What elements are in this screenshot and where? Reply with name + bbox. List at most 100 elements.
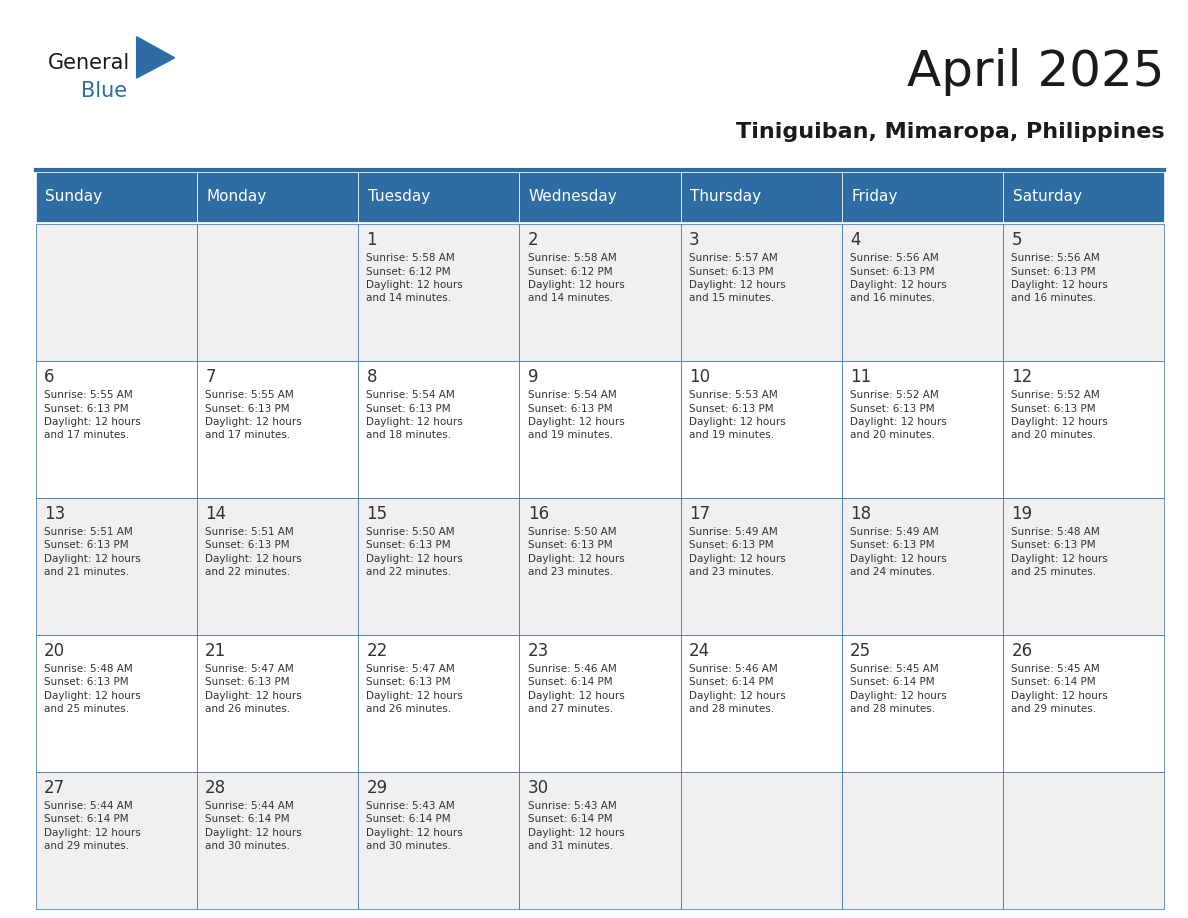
Text: 17: 17: [689, 505, 710, 523]
Bar: [681, 772, 842, 909]
Text: 30: 30: [527, 779, 549, 797]
Text: Blue: Blue: [81, 81, 127, 101]
Bar: [1003, 498, 1164, 635]
Polygon shape: [137, 37, 175, 78]
Bar: [681, 361, 842, 498]
Text: Sunrise: 5:48 AM
Sunset: 6:13 PM
Daylight: 12 hours
and 25 minutes.: Sunrise: 5:48 AM Sunset: 6:13 PM Dayligh…: [1011, 527, 1108, 577]
Bar: [1003, 772, 1164, 909]
Bar: [197, 498, 358, 635]
Bar: [1003, 172, 1164, 222]
Bar: [681, 635, 842, 772]
Bar: [1003, 361, 1164, 498]
Bar: [36, 635, 197, 772]
Text: Sunrise: 5:49 AM
Sunset: 6:13 PM
Daylight: 12 hours
and 24 minutes.: Sunrise: 5:49 AM Sunset: 6:13 PM Dayligh…: [851, 527, 947, 577]
Text: 23: 23: [527, 643, 549, 660]
Bar: [1003, 224, 1164, 361]
Bar: [197, 224, 358, 361]
Text: Sunrise: 5:47 AM
Sunset: 6:13 PM
Daylight: 12 hours
and 26 minutes.: Sunrise: 5:47 AM Sunset: 6:13 PM Dayligh…: [366, 665, 463, 714]
Text: Sunrise: 5:50 AM
Sunset: 6:13 PM
Daylight: 12 hours
and 23 minutes.: Sunrise: 5:50 AM Sunset: 6:13 PM Dayligh…: [527, 527, 625, 577]
Text: Friday: Friday: [852, 189, 898, 205]
Bar: [36, 772, 197, 909]
Text: 18: 18: [851, 505, 871, 523]
Text: Saturday: Saturday: [1012, 189, 1081, 205]
Text: Sunrise: 5:43 AM
Sunset: 6:14 PM
Daylight: 12 hours
and 31 minutes.: Sunrise: 5:43 AM Sunset: 6:14 PM Dayligh…: [527, 801, 625, 851]
Bar: [519, 172, 681, 222]
Bar: [36, 172, 197, 222]
Text: 25: 25: [851, 643, 871, 660]
Bar: [36, 224, 197, 361]
Text: Sunrise: 5:43 AM
Sunset: 6:14 PM
Daylight: 12 hours
and 30 minutes.: Sunrise: 5:43 AM Sunset: 6:14 PM Dayligh…: [366, 801, 463, 851]
Text: Sunrise: 5:52 AM
Sunset: 6:13 PM
Daylight: 12 hours
and 20 minutes.: Sunrise: 5:52 AM Sunset: 6:13 PM Dayligh…: [1011, 390, 1108, 440]
Bar: [519, 635, 681, 772]
Text: Sunrise: 5:44 AM
Sunset: 6:14 PM
Daylight: 12 hours
and 30 minutes.: Sunrise: 5:44 AM Sunset: 6:14 PM Dayligh…: [206, 801, 302, 851]
Bar: [681, 498, 842, 635]
Text: Tuesday: Tuesday: [367, 189, 430, 205]
Text: Sunrise: 5:57 AM
Sunset: 6:13 PM
Daylight: 12 hours
and 15 minutes.: Sunrise: 5:57 AM Sunset: 6:13 PM Dayligh…: [689, 253, 785, 303]
Text: Sunrise: 5:55 AM
Sunset: 6:13 PM
Daylight: 12 hours
and 17 minutes.: Sunrise: 5:55 AM Sunset: 6:13 PM Dayligh…: [44, 390, 140, 440]
Text: 14: 14: [206, 505, 226, 523]
Bar: [842, 172, 1003, 222]
Bar: [358, 498, 519, 635]
Bar: [681, 172, 842, 222]
Bar: [842, 772, 1003, 909]
Text: 22: 22: [366, 643, 387, 660]
Text: 1: 1: [366, 231, 377, 250]
Bar: [197, 172, 358, 222]
Text: Sunrise: 5:52 AM
Sunset: 6:13 PM
Daylight: 12 hours
and 20 minutes.: Sunrise: 5:52 AM Sunset: 6:13 PM Dayligh…: [851, 390, 947, 440]
Text: 12: 12: [1011, 368, 1032, 386]
Bar: [358, 224, 519, 361]
Text: Sunday: Sunday: [45, 189, 102, 205]
Bar: [842, 498, 1003, 635]
Text: Sunrise: 5:51 AM
Sunset: 6:13 PM
Daylight: 12 hours
and 22 minutes.: Sunrise: 5:51 AM Sunset: 6:13 PM Dayligh…: [206, 527, 302, 577]
Text: Sunrise: 5:49 AM
Sunset: 6:13 PM
Daylight: 12 hours
and 23 minutes.: Sunrise: 5:49 AM Sunset: 6:13 PM Dayligh…: [689, 527, 785, 577]
Text: 6: 6: [44, 368, 55, 386]
Text: April 2025: April 2025: [906, 49, 1164, 96]
Text: 15: 15: [366, 505, 387, 523]
Bar: [519, 498, 681, 635]
Bar: [519, 361, 681, 498]
Text: 20: 20: [44, 643, 65, 660]
Bar: [358, 772, 519, 909]
Text: 29: 29: [366, 779, 387, 797]
Text: Sunrise: 5:46 AM
Sunset: 6:14 PM
Daylight: 12 hours
and 27 minutes.: Sunrise: 5:46 AM Sunset: 6:14 PM Dayligh…: [527, 665, 625, 714]
Bar: [681, 224, 842, 361]
Text: Tiniguiban, Mimaropa, Philippines: Tiniguiban, Mimaropa, Philippines: [735, 122, 1164, 142]
Bar: [842, 224, 1003, 361]
Text: Sunrise: 5:46 AM
Sunset: 6:14 PM
Daylight: 12 hours
and 28 minutes.: Sunrise: 5:46 AM Sunset: 6:14 PM Dayligh…: [689, 665, 785, 714]
Text: Sunrise: 5:55 AM
Sunset: 6:13 PM
Daylight: 12 hours
and 17 minutes.: Sunrise: 5:55 AM Sunset: 6:13 PM Dayligh…: [206, 390, 302, 440]
Text: 24: 24: [689, 643, 710, 660]
Text: Sunrise: 5:58 AM
Sunset: 6:12 PM
Daylight: 12 hours
and 14 minutes.: Sunrise: 5:58 AM Sunset: 6:12 PM Dayligh…: [527, 253, 625, 303]
Bar: [36, 498, 197, 635]
Text: 28: 28: [206, 779, 226, 797]
Text: Sunrise: 5:51 AM
Sunset: 6:13 PM
Daylight: 12 hours
and 21 minutes.: Sunrise: 5:51 AM Sunset: 6:13 PM Dayligh…: [44, 527, 140, 577]
Text: Sunrise: 5:48 AM
Sunset: 6:13 PM
Daylight: 12 hours
and 25 minutes.: Sunrise: 5:48 AM Sunset: 6:13 PM Dayligh…: [44, 665, 140, 714]
Bar: [36, 361, 197, 498]
Text: 26: 26: [1011, 643, 1032, 660]
Text: 3: 3: [689, 231, 700, 250]
Bar: [197, 772, 358, 909]
Bar: [358, 635, 519, 772]
Bar: [358, 172, 519, 222]
Text: 5: 5: [1011, 231, 1022, 250]
Text: Sunrise: 5:54 AM
Sunset: 6:13 PM
Daylight: 12 hours
and 19 minutes.: Sunrise: 5:54 AM Sunset: 6:13 PM Dayligh…: [527, 390, 625, 440]
Text: 8: 8: [366, 368, 377, 386]
Text: 13: 13: [44, 505, 65, 523]
Text: 7: 7: [206, 368, 216, 386]
Text: 16: 16: [527, 505, 549, 523]
Bar: [519, 772, 681, 909]
Text: Monday: Monday: [207, 189, 266, 205]
Text: 2: 2: [527, 231, 538, 250]
Bar: [197, 635, 358, 772]
Text: General: General: [48, 53, 129, 73]
Text: Thursday: Thursday: [690, 189, 762, 205]
Text: 19: 19: [1011, 505, 1032, 523]
Bar: [1003, 635, 1164, 772]
Text: Sunrise: 5:54 AM
Sunset: 6:13 PM
Daylight: 12 hours
and 18 minutes.: Sunrise: 5:54 AM Sunset: 6:13 PM Dayligh…: [366, 390, 463, 440]
Text: Sunrise: 5:50 AM
Sunset: 6:13 PM
Daylight: 12 hours
and 22 minutes.: Sunrise: 5:50 AM Sunset: 6:13 PM Dayligh…: [366, 527, 463, 577]
Bar: [842, 635, 1003, 772]
Text: 21: 21: [206, 643, 227, 660]
Bar: [197, 361, 358, 498]
Text: Sunrise: 5:47 AM
Sunset: 6:13 PM
Daylight: 12 hours
and 26 minutes.: Sunrise: 5:47 AM Sunset: 6:13 PM Dayligh…: [206, 665, 302, 714]
Text: 27: 27: [44, 779, 65, 797]
Text: 4: 4: [851, 231, 860, 250]
